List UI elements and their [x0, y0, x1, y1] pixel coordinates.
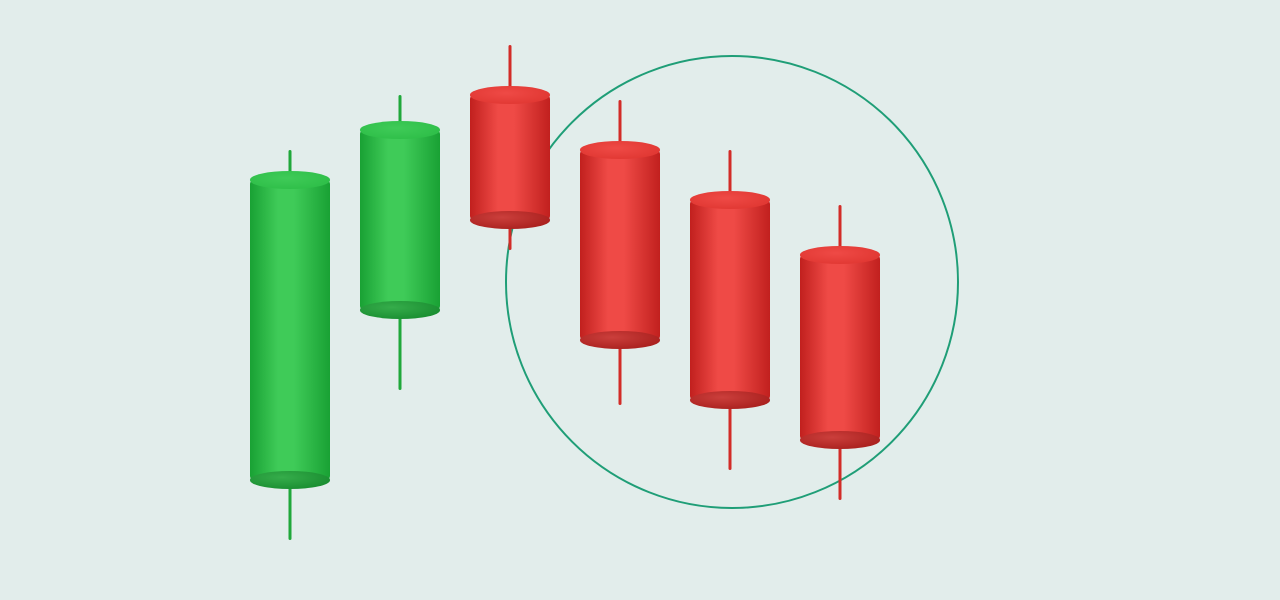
lower-wick: [729, 400, 732, 470]
candle-body: [470, 95, 550, 220]
lower-wick: [619, 340, 622, 405]
candle-body: [800, 255, 880, 440]
candlestick-2-bullish: [360, 0, 440, 600]
candle-body: [360, 130, 440, 310]
candlestick-5-bearish: [690, 0, 770, 600]
candlestick-4-bearish: [580, 0, 660, 600]
candle-body: [250, 180, 330, 480]
candlestick-1-bullish: [250, 0, 330, 600]
lower-wick: [289, 480, 292, 540]
lower-wick: [399, 310, 402, 390]
candlestick-6-bearish: [800, 0, 880, 600]
candle-body: [580, 150, 660, 340]
candlestick-pattern-diagram: [0, 0, 1280, 600]
lower-wick: [839, 440, 842, 500]
candlestick-3-bearish: [470, 0, 550, 600]
candle-body: [690, 200, 770, 400]
